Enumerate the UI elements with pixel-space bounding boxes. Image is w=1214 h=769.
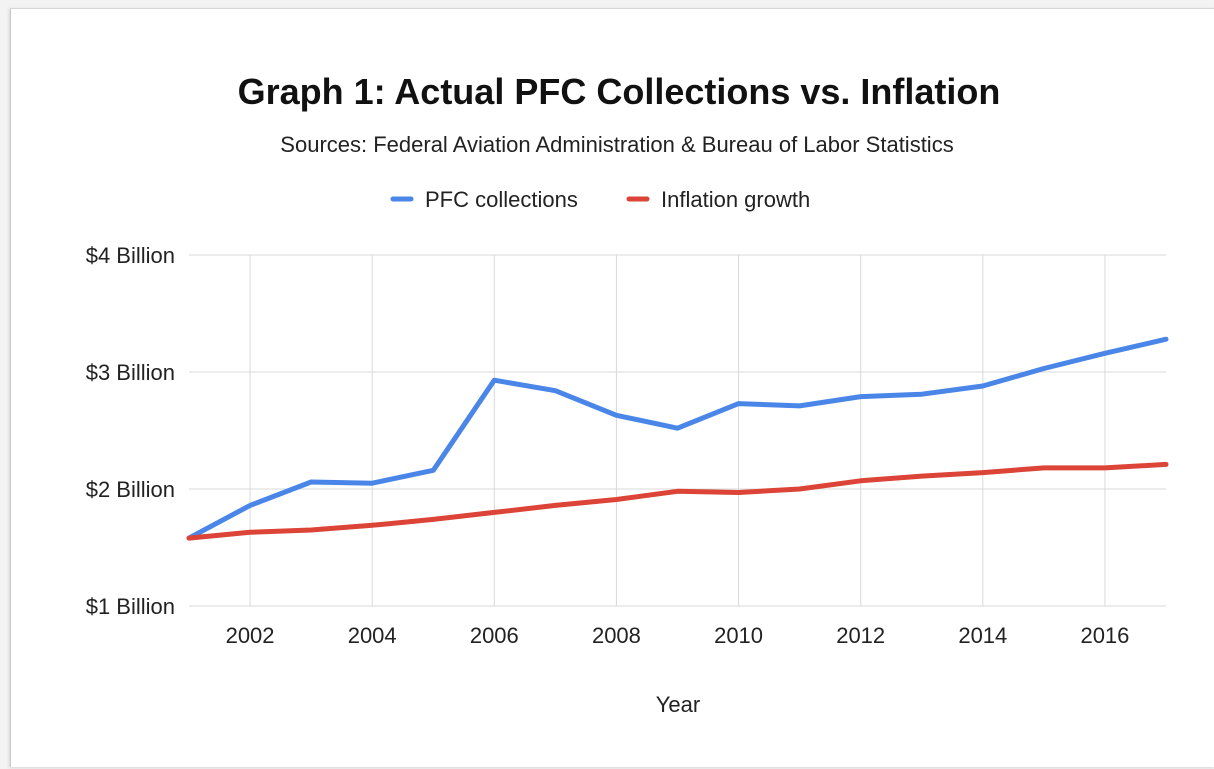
series-line-pfc-collections bbox=[186, 336, 1169, 541]
x-tick-label: 2006 bbox=[470, 623, 519, 648]
series-lines bbox=[186, 336, 1169, 541]
y-tick-label: $3 Billion bbox=[86, 360, 175, 385]
legend-label: PFC collections bbox=[425, 187, 578, 212]
legend-label: Inflation growth bbox=[661, 187, 810, 212]
x-tick-label: 2016 bbox=[1080, 623, 1129, 648]
y-tick-label: $2 Billion bbox=[86, 477, 175, 502]
legend: PFC collections Inflation growth bbox=[390, 187, 810, 212]
x-tick-label: 2014 bbox=[958, 623, 1007, 648]
x-axis-label: Year bbox=[656, 692, 700, 717]
x-tick-label: 2002 bbox=[226, 623, 275, 648]
x-tick-label: 2008 bbox=[592, 623, 641, 648]
x-tick-label: 2004 bbox=[348, 623, 397, 648]
y-axis-ticks: $4 Billion $3 Billion $2 Billion $1 Billion bbox=[86, 243, 175, 619]
line-chart: Graph 1: Actual PFC Collections vs. Infl… bbox=[86, 71, 1169, 717]
x-axis-ticks: 2002 2004 2006 2008 2010 2012 2014 2016 bbox=[226, 623, 1130, 648]
chart-subtitle: Sources: Federal Aviation Administration… bbox=[280, 132, 953, 157]
legend-item: PFC collections bbox=[390, 187, 578, 212]
x-tick-label: 2010 bbox=[714, 623, 763, 648]
x-tick-label: 2012 bbox=[836, 623, 885, 648]
legend-item: Inflation growth bbox=[626, 187, 810, 212]
series-line-inflation-growth bbox=[186, 461, 1169, 541]
chart-frame: Graph 1: Actual PFC Collections vs. Infl… bbox=[10, 8, 1214, 767]
y-tick-label: $4 Billion bbox=[86, 243, 175, 268]
y-tick-label: $1 Billion bbox=[86, 594, 175, 619]
chart-title: Graph 1: Actual PFC Collections vs. Infl… bbox=[238, 71, 1001, 112]
